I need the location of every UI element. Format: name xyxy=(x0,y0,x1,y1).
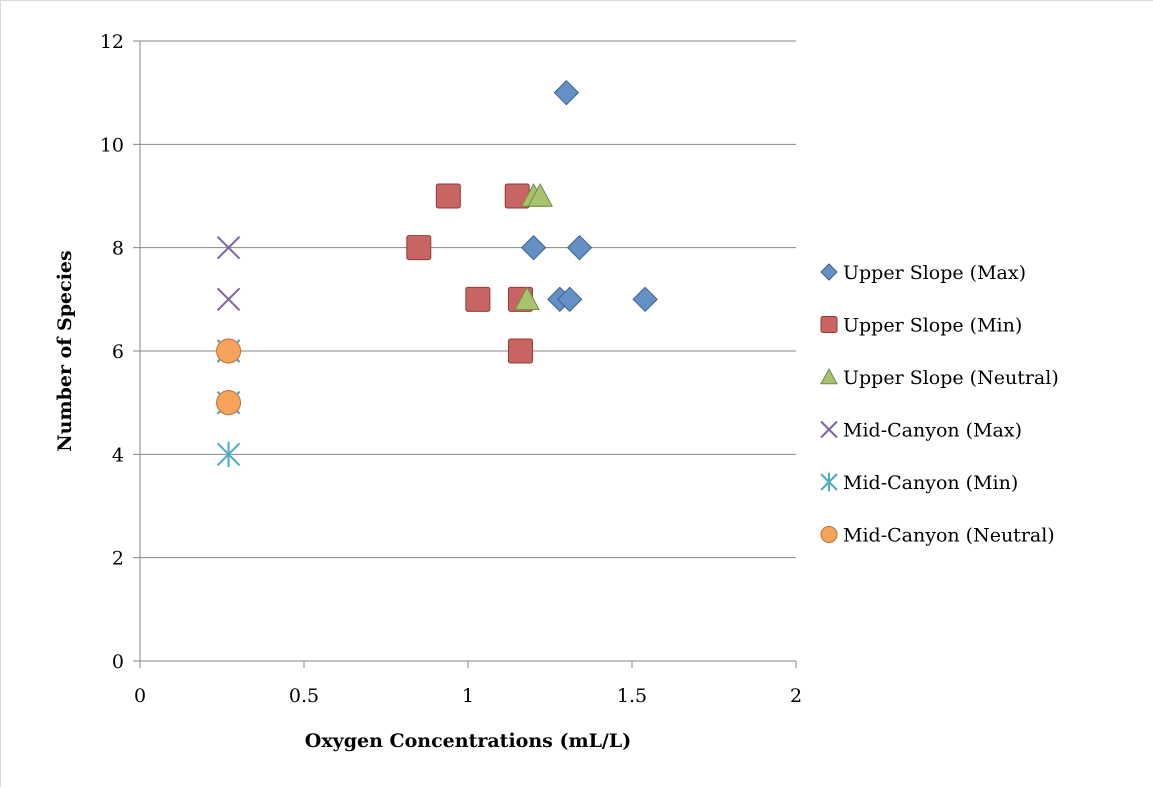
y-tick-label: 0 xyxy=(112,651,124,673)
y-tick-label: 4 xyxy=(112,444,124,466)
data-point xyxy=(216,390,242,416)
legend-label: Upper Slope (Max) xyxy=(843,262,1026,284)
x-tick-label: 1 xyxy=(462,685,474,707)
legend-marker xyxy=(820,367,838,385)
series-2 xyxy=(514,182,553,311)
series-3 xyxy=(216,235,241,415)
legend-marker xyxy=(820,526,838,543)
data-point xyxy=(527,182,553,207)
data-point xyxy=(406,235,432,261)
y-tick-label: 8 xyxy=(112,238,124,260)
legend-item: Upper Slope (Max) xyxy=(820,262,1026,284)
legend-label: Mid-Canyon (Neutral) xyxy=(843,525,1055,547)
data-point xyxy=(507,338,533,364)
legend-item: Upper Slope (Min) xyxy=(820,315,1022,337)
y-tick-label: 12 xyxy=(100,31,124,53)
legend-marker xyxy=(820,420,838,439)
x-tick-label: 1.5 xyxy=(617,685,647,707)
y-tick-label: 6 xyxy=(112,341,124,363)
data-point xyxy=(435,183,461,209)
series-0 xyxy=(520,79,658,313)
data-point xyxy=(632,286,658,313)
data-point xyxy=(514,286,540,311)
x-tick-label: 2 xyxy=(790,685,802,707)
legend-item: Upper Slope (Neutral) xyxy=(820,367,1059,389)
y-tick-label: 10 xyxy=(100,134,124,156)
legend-marker xyxy=(820,263,838,281)
legend-marker xyxy=(820,472,838,492)
legend-item: Mid-Canyon (Max) xyxy=(820,420,1022,442)
legend-marker xyxy=(820,316,838,333)
data-point xyxy=(556,286,583,313)
data-points xyxy=(216,79,658,467)
legend-item: Mid-Canyon (Neutral) xyxy=(820,525,1055,547)
axes: Oxygen Concentrations (mL/L) Number of S… xyxy=(54,31,802,752)
legend: Upper Slope (Max) Upper Slope (Min) Upper … xyxy=(820,262,1059,547)
y-tick-label: 2 xyxy=(112,548,124,570)
data-point xyxy=(553,79,580,106)
data-point xyxy=(465,286,491,312)
legend-label: Mid-Canyon (Max) xyxy=(843,420,1022,442)
gridlines xyxy=(140,40,796,662)
y-axis-title: Number of Species xyxy=(54,250,76,451)
data-point xyxy=(216,441,241,467)
data-point xyxy=(216,338,242,364)
x-tick-label: 0.5 xyxy=(289,685,319,707)
data-point xyxy=(216,287,241,312)
legend-item: Mid-Canyon (Min) xyxy=(820,472,1018,494)
series-5 xyxy=(216,338,242,416)
data-point xyxy=(566,234,593,261)
data-point xyxy=(520,234,547,261)
x-axis-title: Oxygen Concentrations (mL/L) xyxy=(305,730,631,752)
x-tick-label: 0 xyxy=(134,685,146,707)
data-point xyxy=(216,235,241,260)
legend-label: Upper Slope (Neutral) xyxy=(843,367,1059,389)
legend-label: Upper Slope (Min) xyxy=(843,315,1022,337)
legend-label: Mid-Canyon (Min) xyxy=(843,472,1018,494)
series-1 xyxy=(406,183,533,364)
